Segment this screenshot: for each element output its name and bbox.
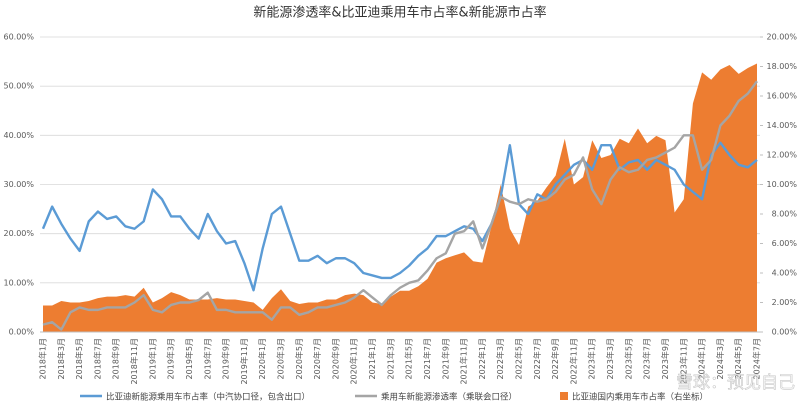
x-tick-label: 2024年5月 — [733, 338, 743, 379]
x-tick-label: 2018年9月 — [111, 338, 121, 379]
x-tick-label: 2023年1月 — [587, 338, 597, 379]
x-tick-label: 2019年5月 — [184, 338, 194, 379]
x-tick-label: 2019年7月 — [202, 338, 212, 379]
y2-tick-label: 20.00% — [766, 33, 797, 42]
x-tick-label: 2021年9月 — [440, 338, 450, 379]
x-tick-label: 2019年3月 — [166, 338, 176, 379]
x-tick-label: 2018年7月 — [92, 338, 102, 379]
watermark: 雪球：预见自己 — [676, 373, 795, 393]
x-tick-label: 2020年11月 — [349, 338, 359, 385]
x-tick-label: 2023年5月 — [623, 338, 633, 379]
x-tick-label: 2023年3月 — [605, 338, 615, 379]
x-tick-label: 2022年5月 — [514, 338, 524, 379]
x-tick-label: 2024年7月 — [752, 338, 762, 379]
x-tick-label: 2023年7月 — [642, 338, 652, 379]
x-tick-label: 2022年3月 — [495, 338, 505, 379]
x-tick-label: 2022年1月 — [477, 338, 487, 379]
x-tick-label: 2021年3月 — [385, 338, 395, 379]
y-tick-label: 10.00% — [3, 278, 34, 287]
y2-tick-label: 16.00% — [766, 92, 797, 101]
x-tick-label: 2019年9月 — [221, 338, 231, 379]
x-tick-label: 2018年11月 — [129, 338, 139, 385]
x-tick-label: 2020年1月 — [257, 338, 267, 379]
legend-label: 乘用车新能源渗透率（乘联会口径） — [381, 392, 517, 403]
area — [43, 63, 757, 333]
x-tick-label: 2020年5月 — [294, 338, 304, 379]
x-tick-label: 2021年7月 — [422, 338, 432, 379]
legend-label: 比亚迪新能源乘用车市占率（中汽协口径，包含出口） — [106, 392, 310, 403]
x-tick-label: 2022年9月 — [550, 338, 560, 379]
line — [42, 80, 758, 331]
x-tick-label: 2023年11月 — [678, 338, 688, 385]
y-tick-label: 50.00% — [3, 82, 34, 91]
x-tick-label: 2020年7月 — [312, 338, 322, 379]
x-tick-label: 2021年5月 — [404, 338, 414, 379]
y2-tick-label: 6.00% — [772, 239, 798, 248]
x-tick-label: 2024年3月 — [715, 338, 725, 379]
y-tick-label: 60.00% — [3, 33, 34, 42]
chart-title: 新能源渗透率&比亚迪乘用车市占率&新能源市占率 — [253, 5, 546, 21]
x-tick-label: 2018年1月 — [38, 338, 48, 379]
x-tick-label: 2024年1月 — [697, 338, 707, 379]
y2-tick-label: 2.00% — [772, 298, 798, 307]
x-tick-label: 2021年1月 — [367, 338, 377, 379]
x-tick-label: 2023年9月 — [660, 338, 670, 379]
x-tick-label: 2018年3月 — [56, 338, 66, 379]
x-tick-label: 2019年1月 — [147, 338, 157, 379]
x-tick-label: 2022年11月 — [568, 338, 578, 385]
x-tick-label: 2020年3月 — [276, 338, 286, 379]
y2-tick-label: 12.00% — [766, 151, 797, 160]
y-tick-label: 0.00% — [9, 328, 35, 337]
legend-label: 比亚迪国内乘用车市占率（右坐标） — [572, 392, 708, 403]
x-tick-label: 2018年5月 — [74, 338, 84, 379]
line — [41, 141, 758, 292]
legend-swatch — [560, 392, 568, 400]
y2-tick-label: 10.00% — [766, 180, 797, 189]
y2-tick-label: 14.00% — [766, 121, 797, 130]
y2-tick-label: 18.00% — [766, 62, 797, 71]
x-tick-label: 2021年11月 — [459, 338, 469, 385]
y-tick-label: 40.00% — [3, 131, 34, 140]
x-tick-label: 2022年7月 — [532, 338, 542, 379]
y-tick-label: 30.00% — [3, 180, 34, 189]
y2-tick-label: 4.00% — [772, 269, 798, 278]
x-tick-label: 2019年11月 — [239, 338, 249, 385]
y2-tick-label: 0.00% — [772, 328, 798, 337]
y2-tick-label: 8.00% — [772, 210, 798, 219]
x-tick-label: 2020年9月 — [330, 338, 340, 379]
y-tick-label: 20.00% — [3, 229, 34, 238]
